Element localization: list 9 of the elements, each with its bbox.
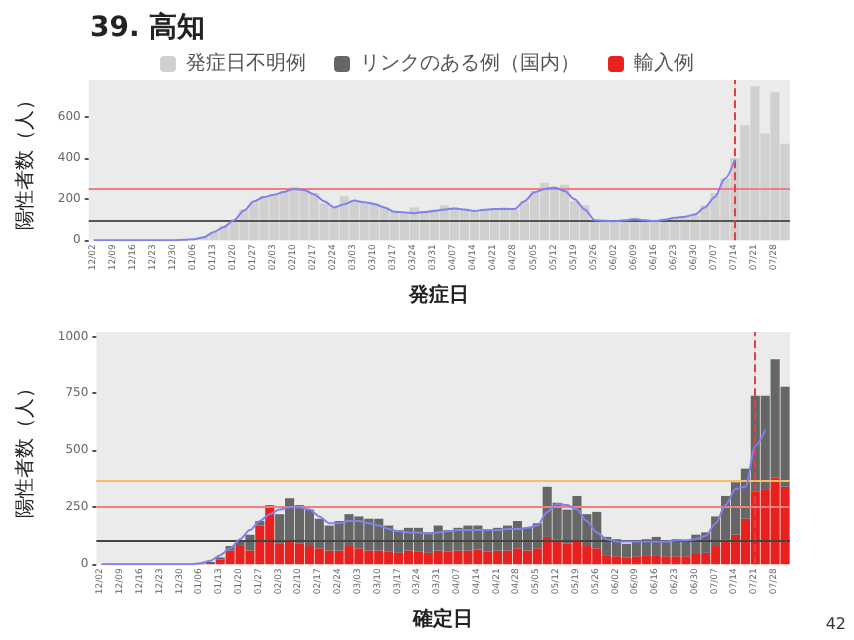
legend-label: 輸入例 bbox=[634, 51, 694, 75]
text: 42 bbox=[825, 615, 847, 633]
x-axis-title: 確定日 bbox=[411, 607, 474, 631]
y-axis-title: 陽性者数（人） bbox=[13, 378, 37, 519]
x-axis-title: 発症日 bbox=[407, 283, 470, 307]
y-axis-title: 陽性者数（人） bbox=[13, 90, 37, 231]
chart-title: 39. 高知 bbox=[90, 10, 206, 44]
legend-label: 発症日不明例 bbox=[186, 51, 306, 75]
legend-label: リンクのある例（国内） bbox=[360, 51, 580, 75]
